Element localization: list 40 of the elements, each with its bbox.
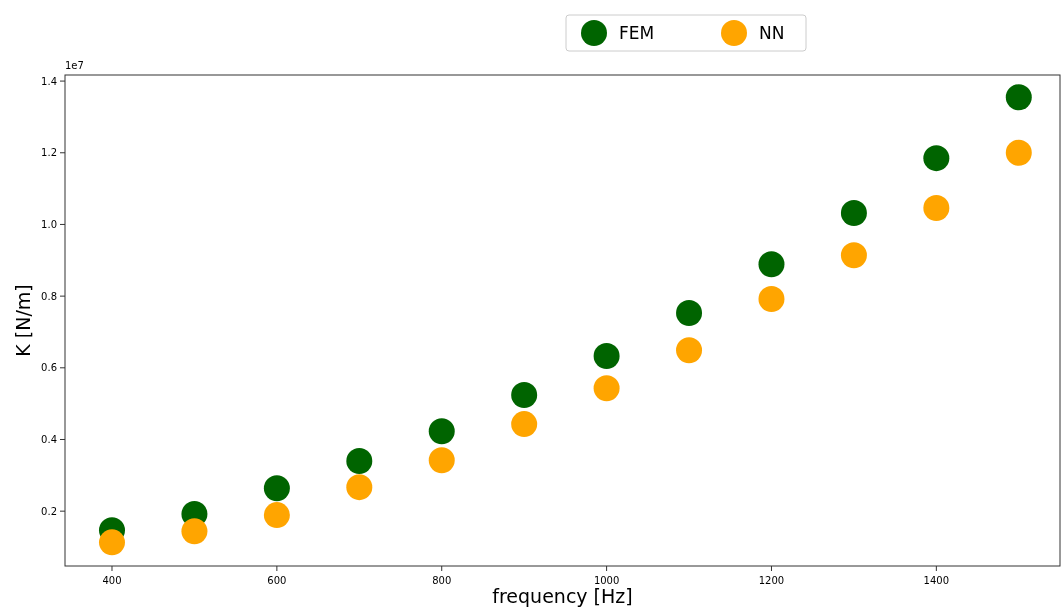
y-tick-label: 1.0 bbox=[41, 218, 57, 230]
y-tick-label: 0.4 bbox=[41, 433, 57, 445]
point bbox=[428, 418, 455, 445]
text: 1e7 bbox=[65, 60, 84, 71]
point bbox=[346, 474, 373, 501]
point bbox=[676, 337, 703, 364]
x-tick-label: 800 bbox=[432, 575, 452, 586]
point bbox=[840, 242, 867, 269]
y-axis-title: K [N/m] bbox=[12, 284, 34, 357]
point bbox=[346, 447, 373, 474]
point bbox=[593, 375, 620, 402]
legend-label: FEM bbox=[619, 23, 655, 43]
point bbox=[758, 286, 785, 312]
point bbox=[263, 502, 290, 529]
point bbox=[758, 251, 785, 278]
point bbox=[676, 299, 703, 326]
point bbox=[181, 518, 208, 545]
point bbox=[923, 194, 950, 221]
x-tick-label: 1400 bbox=[923, 575, 950, 586]
x-tick-label: 1000 bbox=[593, 575, 620, 586]
point bbox=[923, 145, 950, 172]
y-tick-label: 0.8 bbox=[41, 290, 57, 302]
point bbox=[1005, 84, 1032, 111]
x-axis-title: frequency [Hz] bbox=[492, 585, 633, 607]
point bbox=[428, 447, 455, 474]
y-tick-label: 0.6 bbox=[41, 362, 57, 374]
legend-label: NN bbox=[759, 23, 785, 43]
x-tick-label: 600 bbox=[267, 575, 287, 586]
y-tick-label: 0.2 bbox=[41, 505, 57, 517]
point bbox=[263, 475, 290, 502]
point bbox=[511, 411, 538, 438]
point bbox=[1005, 139, 1032, 166]
point bbox=[511, 382, 538, 409]
point bbox=[98, 529, 125, 556]
point bbox=[593, 342, 620, 369]
x-tick-label: 400 bbox=[102, 575, 122, 586]
point bbox=[840, 199, 867, 226]
y-tick-label: 1.4 bbox=[41, 75, 57, 87]
x-tick-label: 1200 bbox=[758, 575, 785, 586]
y-tick-label: 1.2 bbox=[41, 147, 57, 159]
